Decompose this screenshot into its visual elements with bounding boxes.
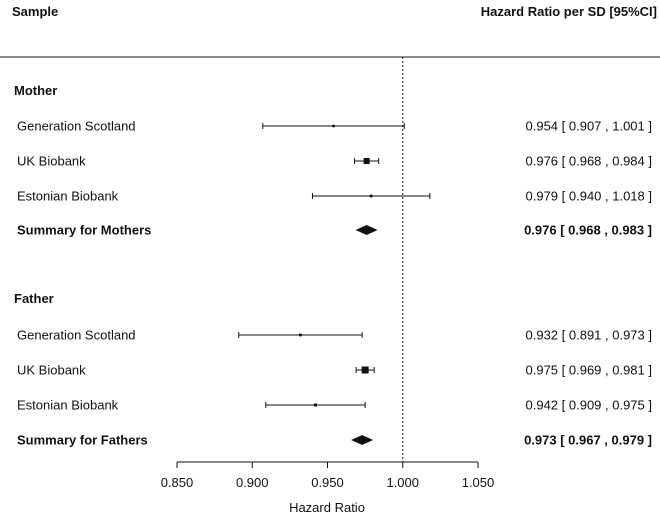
study-label: Generation Scotland xyxy=(17,119,136,134)
x-tick-label: 0.950 xyxy=(311,475,344,490)
study-label: UK Biobank xyxy=(17,154,86,169)
study-label: Estonian Biobank xyxy=(17,398,119,413)
study-label: Estonian Biobank xyxy=(17,189,119,204)
point-estimate xyxy=(361,366,369,374)
group-heading: Mother xyxy=(14,83,57,98)
summary-value: 0.973 [ 0.967 , 0.979 ] xyxy=(524,433,652,448)
x-tick-label: 0.900 xyxy=(236,475,269,490)
summary-diamond xyxy=(351,435,374,445)
summary-label: Summary for Mothers xyxy=(17,223,151,238)
point-estimate xyxy=(363,157,370,165)
study-label: UK Biobank xyxy=(17,363,86,378)
x-tick-label: 1.000 xyxy=(386,475,419,490)
summary-label: Summary for Fathers xyxy=(17,433,148,448)
rows-layer: Mother Generation Scotland 0.954 [ 0.907 ,… xyxy=(14,83,652,448)
study-label: Generation Scotland xyxy=(17,328,136,343)
hr-ci-value: 0.975 [ 0.969 , 0.981 ] xyxy=(526,363,653,378)
hr-ci-value: 0.976 [ 0.968 , 0.984 ] xyxy=(526,154,653,169)
hr-ci-value: 0.932 [ 0.891 , 0.973 ] xyxy=(526,328,653,343)
x-tick-label: 1.050 xyxy=(462,475,495,490)
x-axis-label: Hazard Ratio xyxy=(289,500,365,515)
summary-diamond xyxy=(355,225,378,235)
hr-ci-value: 0.954 [ 0.907 , 1.001 ] xyxy=(526,119,653,134)
group-heading: Father xyxy=(14,291,54,306)
point-estimate xyxy=(332,124,335,128)
hr-ci-value: 0.979 [ 0.940 , 1.018 ] xyxy=(526,189,653,204)
hazard-ratio-column-header: Hazard Ratio per SD [95%CI] xyxy=(481,4,657,19)
x-tick-label: 0.850 xyxy=(161,475,194,490)
point-estimate xyxy=(299,333,302,337)
summary-value: 0.976 [ 0.968 , 0.983 ] xyxy=(524,223,652,238)
point-estimate xyxy=(369,194,373,198)
sample-column-header: Sample xyxy=(12,4,58,19)
x-axis: 0.850 0.900 0.950 1.000 1.050 xyxy=(161,461,495,490)
hr-ci-value: 0.942 [ 0.909 , 0.975 ] xyxy=(526,398,653,413)
point-estimate xyxy=(313,403,317,407)
